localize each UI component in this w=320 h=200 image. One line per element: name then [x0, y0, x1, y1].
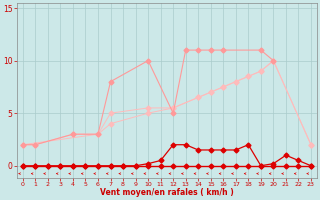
X-axis label: Vent moyen/en rafales ( km/h ): Vent moyen/en rafales ( km/h )	[100, 188, 234, 197]
